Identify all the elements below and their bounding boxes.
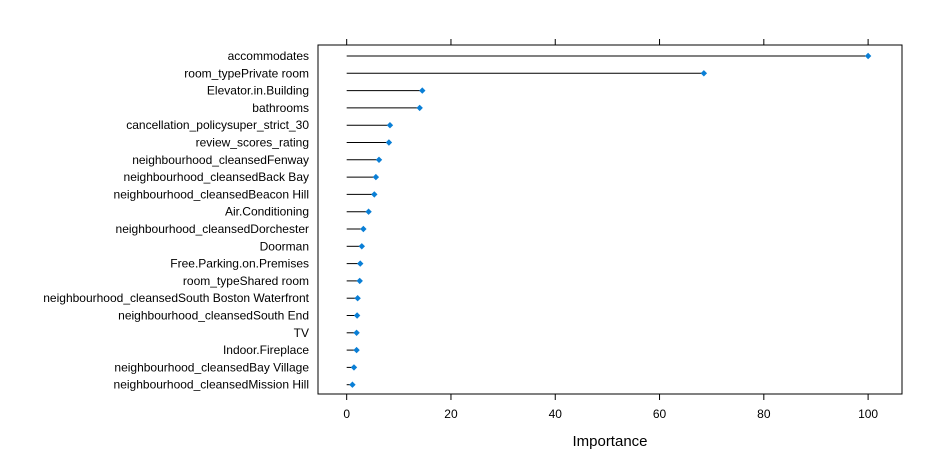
category-label: neighbourhood_cleansedBeacon Hill [114, 187, 309, 201]
category-label: neighbourhood_cleansedSouth Boston Water… [43, 291, 309, 305]
importance-point [353, 329, 360, 336]
x-tick-label: 100 [858, 407, 878, 421]
category-label: TV [294, 326, 309, 340]
category-label: cancellation_policysuper_strict_30 [126, 118, 309, 132]
category-label: neighbourhood_cleansedMission Hill [114, 378, 309, 392]
category-label: Indoor.Fireplace [223, 343, 309, 357]
importance-point [864, 52, 872, 60]
x-tick-label: 40 [549, 407, 563, 421]
x-tick-label: 0 [343, 407, 350, 421]
x-tick-label: 20 [444, 407, 458, 421]
x-axis-ticks: 0 20 40 60 80 100 [343, 39, 878, 421]
importance-point [385, 139, 393, 146]
category-label: Free.Parking.on.Premises [170, 257, 309, 271]
category-label: Air.Conditioning [225, 205, 309, 219]
category-label: Doorman [260, 239, 309, 253]
importance-point [349, 381, 356, 388]
importance-point [356, 277, 363, 285]
importance-point [354, 295, 361, 302]
importance-point [350, 364, 358, 371]
data-points [349, 52, 872, 388]
importance-point [360, 225, 367, 233]
lollipop-segments [346, 55, 869, 386]
importance-point [372, 173, 380, 181]
category-label: review_scores_rating [196, 136, 309, 150]
importance-point [375, 156, 383, 163]
importance-point [416, 104, 423, 112]
importance-point [358, 243, 365, 250]
importance-point [357, 260, 364, 267]
category-label: neighbourhood_cleansedBack Bay [124, 170, 309, 184]
importance-point [700, 70, 708, 77]
importance-point [365, 208, 372, 215]
importance-point [353, 346, 360, 354]
x-tick-label: 60 [653, 407, 667, 421]
category-label: Elevator.in.Building [207, 84, 309, 98]
category-label: neighbourhood_cleansedSouth End [118, 309, 309, 323]
category-label: neighbourhood_cleansedBay Village [114, 360, 309, 374]
category-label: neighbourhood_cleansedFenway [132, 153, 309, 167]
plot-frame [317, 44, 903, 395]
importance-point [386, 122, 394, 129]
category-label: neighbourhood_cleansedDorchester [116, 222, 309, 236]
importance-point [371, 191, 378, 198]
importance-point [353, 312, 361, 319]
category-label: bathrooms [252, 101, 309, 115]
category-labels: accommodates room_typePrivate room Elevato… [43, 49, 309, 392]
category-label: room_typePrivate room [184, 66, 309, 80]
x-tick-label: 80 [757, 407, 771, 421]
category-label: room_typeShared room [183, 274, 309, 288]
category-label: accommodates [228, 49, 309, 63]
importance-point [419, 87, 426, 94]
x-axis-title: Importance [572, 433, 647, 450]
